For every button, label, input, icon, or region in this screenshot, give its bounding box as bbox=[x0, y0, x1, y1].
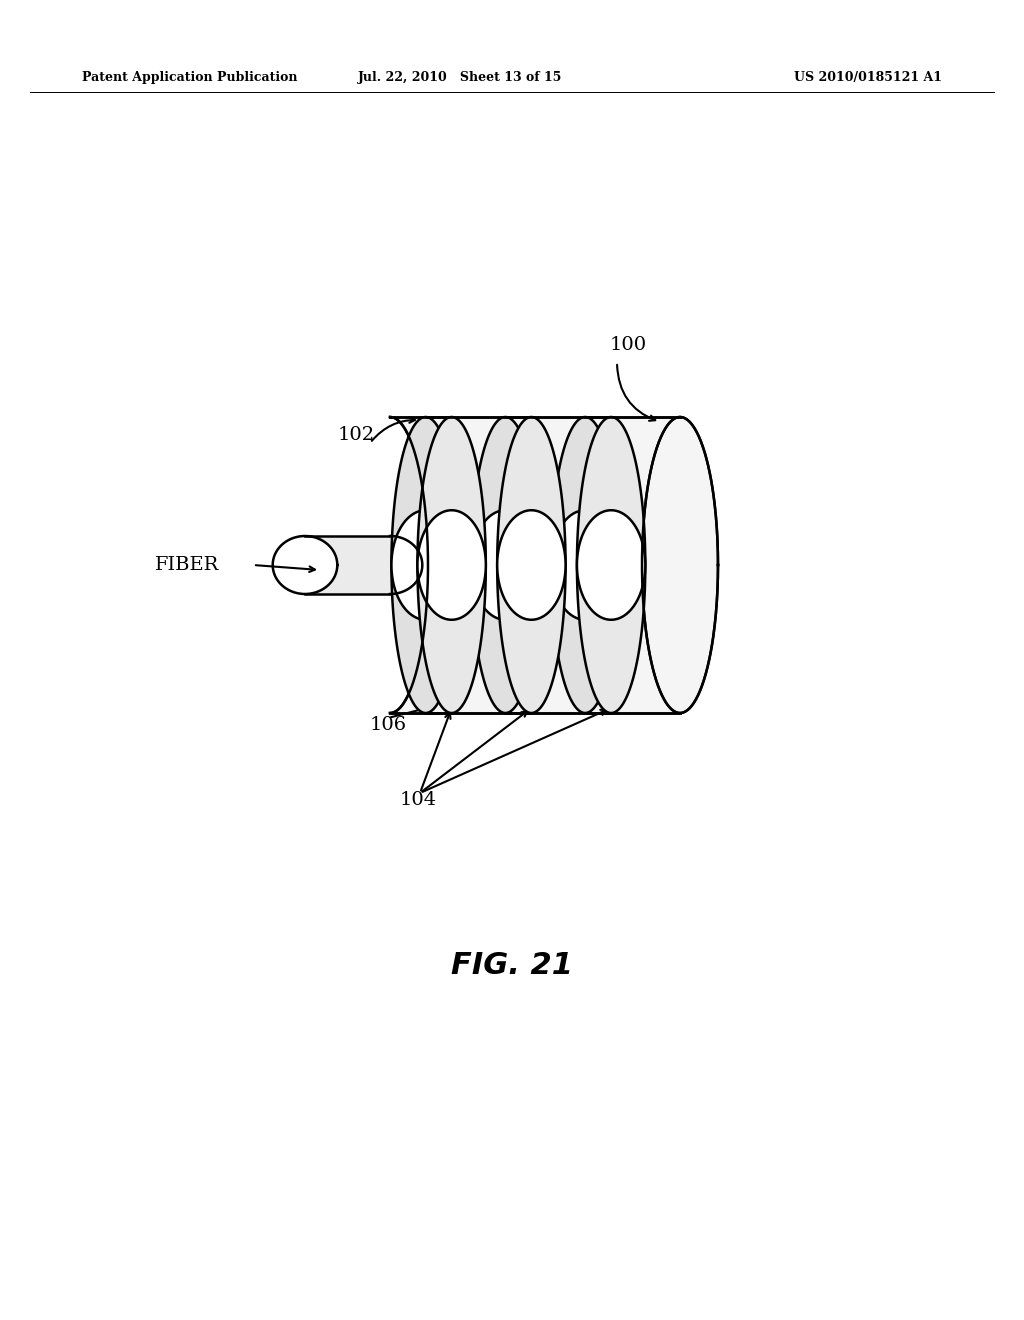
Polygon shape bbox=[577, 511, 645, 620]
Text: 104: 104 bbox=[400, 791, 437, 809]
Polygon shape bbox=[305, 536, 422, 594]
Text: Patent Application Publication: Patent Application Publication bbox=[82, 71, 298, 84]
Text: 106: 106 bbox=[370, 715, 408, 734]
Polygon shape bbox=[471, 511, 540, 620]
Text: FIBER: FIBER bbox=[155, 556, 219, 574]
Polygon shape bbox=[390, 417, 718, 713]
Polygon shape bbox=[418, 417, 485, 713]
Polygon shape bbox=[391, 417, 460, 713]
Polygon shape bbox=[577, 417, 645, 713]
Polygon shape bbox=[471, 417, 540, 713]
Text: US 2010/0185121 A1: US 2010/0185121 A1 bbox=[794, 71, 942, 84]
Polygon shape bbox=[498, 417, 565, 713]
Polygon shape bbox=[418, 511, 485, 620]
Text: 102: 102 bbox=[338, 426, 375, 444]
Polygon shape bbox=[498, 511, 565, 620]
Polygon shape bbox=[551, 417, 620, 713]
Polygon shape bbox=[391, 511, 460, 620]
Polygon shape bbox=[551, 511, 620, 620]
Text: Jul. 22, 2010   Sheet 13 of 15: Jul. 22, 2010 Sheet 13 of 15 bbox=[357, 71, 562, 84]
Text: 100: 100 bbox=[610, 337, 647, 354]
Text: FIG. 21: FIG. 21 bbox=[451, 950, 573, 979]
